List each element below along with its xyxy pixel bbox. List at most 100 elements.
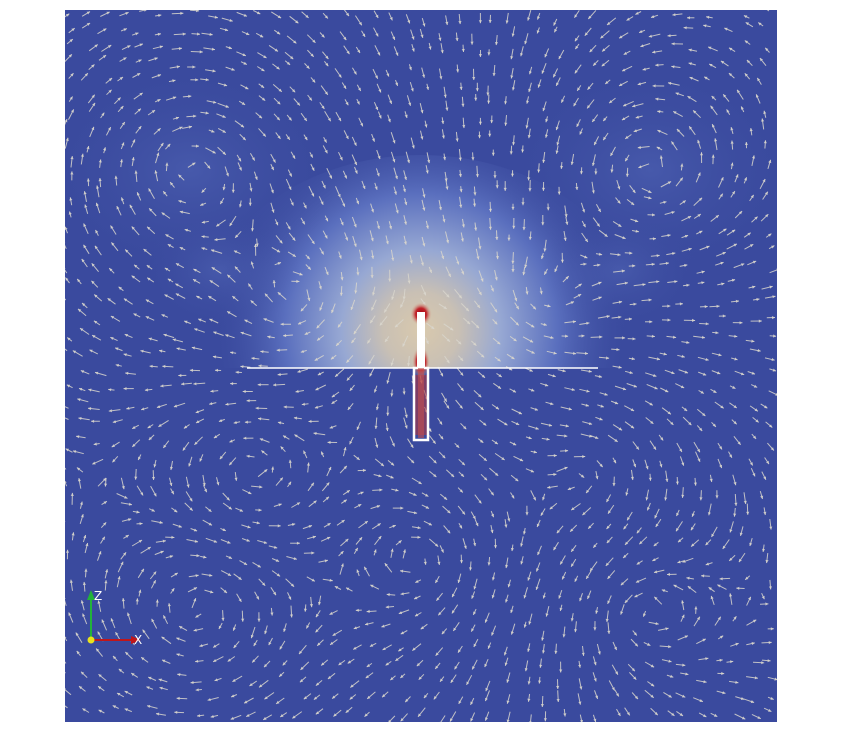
vector-arrowhead-icon bbox=[567, 487, 572, 491]
vector-arrowhead-icon bbox=[616, 347, 620, 352]
vector-arrowhead-icon bbox=[205, 78, 209, 82]
vector-arrowhead-icon bbox=[196, 296, 200, 299]
vector-arrowhead-icon bbox=[622, 387, 627, 391]
vector-arrowhead-icon bbox=[754, 408, 758, 412]
vector-arrowhead-icon bbox=[578, 664, 582, 668]
vector-arrowhead-icon bbox=[618, 315, 622, 319]
vector-arrowhead-icon bbox=[702, 638, 706, 642]
vector-arrowhead-icon bbox=[594, 171, 598, 175]
vector-arrowhead-icon bbox=[593, 661, 597, 666]
vector-arrowhead-icon bbox=[688, 48, 692, 52]
vector-arrowhead-icon bbox=[765, 602, 769, 606]
vector-arrowhead-icon bbox=[655, 523, 659, 527]
vector-arrowhead-icon bbox=[558, 55, 562, 60]
vector-arrowhead-icon bbox=[69, 96, 73, 100]
vector-arrowhead-icon bbox=[739, 532, 743, 536]
vector-arrowhead-icon bbox=[709, 64, 713, 67]
vector-arrowhead-icon bbox=[170, 182, 174, 186]
vector-arrowhead-icon bbox=[505, 599, 509, 603]
vector-arrowhead-icon bbox=[598, 296, 602, 300]
vector-arrowhead-icon bbox=[389, 225, 393, 230]
vector-arrowhead-icon bbox=[511, 495, 515, 499]
vector-arrowhead-icon bbox=[520, 53, 524, 57]
vector-arrowhead-icon bbox=[487, 562, 491, 566]
vector-arrowhead-icon bbox=[422, 74, 426, 78]
vector-arrowhead-icon bbox=[634, 695, 638, 700]
orientation-axes[interactable]: Z X bbox=[87, 589, 142, 647]
vector-arrowhead-icon bbox=[320, 251, 324, 255]
vector-arrowhead-icon bbox=[475, 324, 480, 329]
vector-arrowhead-icon bbox=[681, 614, 685, 619]
vector-arrowhead-icon bbox=[610, 169, 614, 173]
vector-arrowhead-icon bbox=[353, 71, 357, 75]
vector-arrowhead-icon bbox=[687, 16, 690, 20]
vector-arrowhead-icon bbox=[672, 335, 677, 339]
vector-glyph bbox=[65, 269, 68, 274]
vector-arrowhead-icon bbox=[322, 185, 326, 189]
vector-arrowhead-icon bbox=[374, 75, 378, 79]
vector-arrowhead-icon bbox=[466, 681, 470, 685]
vector-arrowhead-icon bbox=[556, 529, 560, 534]
vector-arrowhead-icon bbox=[586, 489, 590, 494]
vector-arrowhead-icon bbox=[697, 458, 701, 462]
vector-arrowhead-icon bbox=[425, 170, 429, 174]
vector-arrowhead-icon bbox=[614, 401, 619, 405]
vector-arrowhead-icon bbox=[574, 70, 578, 74]
vector-arrowhead-icon bbox=[445, 107, 449, 111]
vector-arrowhead-icon bbox=[175, 283, 179, 287]
vector-arrowhead-icon bbox=[675, 92, 679, 96]
vector-arrowhead-icon bbox=[415, 613, 419, 617]
vector-arrowhead-icon bbox=[472, 666, 475, 670]
vector-arrowhead-icon bbox=[614, 438, 618, 442]
vector-arrowhead-icon bbox=[415, 579, 419, 583]
vector-arrowhead-icon bbox=[493, 545, 498, 549]
vector-arrowhead-icon bbox=[203, 555, 207, 559]
vector-arrowhead-icon bbox=[762, 179, 766, 183]
vector-arrowhead-icon bbox=[697, 139, 701, 144]
vector-arrowhead-icon bbox=[764, 405, 768, 409]
vector-arrowhead-icon bbox=[759, 58, 763, 62]
vector-arrowhead-icon bbox=[447, 273, 451, 277]
vector-arrowhead-icon bbox=[530, 388, 535, 392]
vector-arrowhead-icon bbox=[460, 238, 464, 242]
vector-arrowhead-icon bbox=[622, 236, 626, 240]
vector-arrowhead-icon bbox=[196, 554, 200, 558]
vector-arrowhead-icon bbox=[570, 618, 574, 622]
vector-arrowhead-icon bbox=[77, 478, 81, 482]
vector-arrowhead-icon bbox=[747, 232, 751, 236]
vector-arrowhead-icon bbox=[668, 659, 672, 663]
vector-arrowhead-icon bbox=[461, 462, 465, 466]
vector-arrowhead-icon bbox=[504, 422, 508, 426]
vector-arrowhead-icon bbox=[92, 102, 96, 107]
vector-arrowhead-icon bbox=[288, 186, 292, 190]
vector-arrowhead-icon bbox=[244, 420, 248, 424]
vector-arrowhead-icon bbox=[227, 658, 232, 662]
vector-arrowhead-icon bbox=[148, 436, 153, 440]
vector-arrowhead-icon bbox=[631, 668, 635, 672]
vector-arrowhead-icon bbox=[324, 15, 328, 19]
vector-arrowhead-icon bbox=[751, 371, 755, 375]
vector-arrowhead-icon bbox=[58, 366, 61, 369]
vector-arrowhead-icon bbox=[123, 552, 127, 556]
vector-arrowhead-icon bbox=[395, 52, 399, 56]
vector-arrowhead-icon bbox=[84, 204, 88, 208]
vector-arrowhead-icon bbox=[140, 349, 144, 353]
vector-arrowhead-icon bbox=[214, 678, 218, 682]
vector-arrowhead-icon bbox=[319, 307, 323, 311]
vector-arrowhead-icon bbox=[522, 531, 527, 535]
vector-arrowhead-icon bbox=[438, 206, 442, 211]
vector-arrowhead-icon bbox=[228, 555, 232, 559]
vector-arrowhead-icon bbox=[371, 307, 375, 311]
vector-arrowhead-icon bbox=[760, 495, 764, 499]
vector-arrowhead-icon bbox=[635, 446, 639, 450]
vector-arrowhead-icon bbox=[395, 488, 399, 492]
vector-arrowhead-icon bbox=[103, 28, 107, 32]
vector-arrowhead-icon bbox=[542, 107, 546, 112]
vector-arrowhead-icon bbox=[745, 576, 749, 580]
vector-arrowhead-icon bbox=[224, 28, 229, 32]
vector-arrowhead-icon bbox=[172, 338, 176, 342]
vector-arrowhead-icon bbox=[386, 412, 390, 416]
vector-arrowhead-icon bbox=[717, 584, 721, 588]
